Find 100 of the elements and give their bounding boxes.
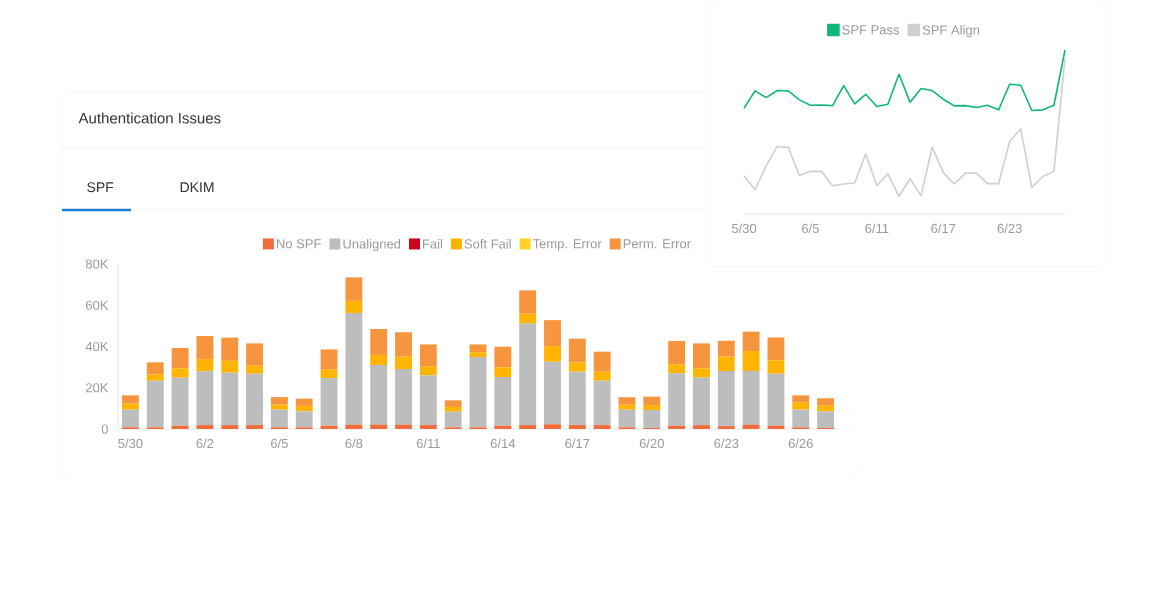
- bar: [643, 396, 661, 406]
- bar: [494, 367, 512, 378]
- bar: [693, 377, 710, 426]
- x-tick-label: 6/11: [865, 223, 889, 234]
- x-tick-label: 5/30: [118, 438, 143, 449]
- y-tick-label: 0: [101, 424, 108, 434]
- bar: [121, 409, 139, 428]
- bar: [742, 351, 760, 372]
- bar: [171, 368, 189, 378]
- bar: [121, 395, 139, 404]
- bar: [817, 405, 835, 412]
- bar: [171, 347, 189, 369]
- bar: [742, 371, 760, 425]
- bar: [221, 425, 239, 429]
- bar: [345, 277, 363, 301]
- bar: [370, 424, 388, 429]
- bar: [246, 343, 263, 366]
- bar: [196, 371, 214, 426]
- legend-label: Temp. Error: [532, 239, 602, 251]
- bar: [246, 425, 263, 429]
- bar: [370, 365, 388, 425]
- x-tick-label: 6/20: [639, 438, 664, 449]
- bar: [618, 404, 636, 410]
- bar: [668, 364, 686, 374]
- bar: [519, 313, 537, 324]
- bar: [494, 377, 512, 426]
- bar: [395, 368, 412, 425]
- bar: [171, 377, 189, 426]
- legend-label: Fail: [423, 238, 443, 249]
- bar: [270, 397, 288, 405]
- legend-label: Soft Fail: [464, 238, 511, 249]
- bar: [643, 410, 661, 428]
- bar: [544, 361, 561, 425]
- bar: [295, 411, 313, 428]
- text: SPF: [87, 182, 114, 193]
- bar: [221, 372, 239, 426]
- bar: [345, 300, 363, 314]
- y-tick-label: 40K: [85, 341, 109, 352]
- bar: [469, 357, 487, 428]
- legend-label: Perm. Error: [623, 239, 691, 249]
- bar: [345, 313, 363, 425]
- x-tick-label: 6/26: [788, 438, 813, 449]
- bar: [295, 405, 313, 412]
- bar: [395, 332, 412, 357]
- bar: [668, 340, 686, 365]
- x-tick-label: 6/5: [271, 438, 288, 449]
- y-tick-label: 60K: [86, 300, 109, 310]
- bar: [419, 375, 437, 426]
- bar: [146, 380, 164, 428]
- bar: [395, 356, 412, 369]
- bar: [370, 328, 388, 355]
- chart-title: Authentication Issues: [78, 112, 221, 124]
- bar: [544, 320, 561, 347]
- bar: [121, 403, 139, 410]
- bar: [320, 378, 338, 426]
- bar: [519, 425, 537, 429]
- bar: [817, 398, 835, 406]
- text: DKIM: [180, 182, 214, 192]
- bar: [270, 409, 288, 428]
- bar: [568, 425, 586, 429]
- bar: [693, 343, 710, 369]
- bar: [742, 424, 760, 429]
- bar: [444, 406, 462, 412]
- bar: [146, 362, 164, 375]
- bar: [469, 344, 487, 353]
- bar: [246, 365, 263, 374]
- y-tick-label: 20K: [86, 383, 109, 393]
- bar: [320, 369, 338, 379]
- bar: [767, 373, 785, 426]
- bar: [519, 290, 537, 314]
- bar: [544, 424, 561, 429]
- bar: [444, 400, 462, 407]
- y-tick-label: 80K: [85, 259, 109, 269]
- bar: [544, 346, 561, 362]
- x-tick-label: 6/17: [565, 438, 590, 449]
- bar: [717, 426, 735, 429]
- x-tick-label: 6/17: [931, 223, 956, 234]
- bar: [196, 359, 214, 372]
- bar: [419, 366, 437, 376]
- bar: [345, 424, 363, 429]
- bar: [792, 402, 810, 410]
- x-tick-label: 6/8: [345, 438, 363, 449]
- x-tick-label: 6/14: [490, 438, 516, 449]
- bar: [668, 373, 686, 426]
- bar: [270, 404, 288, 410]
- bar: [469, 352, 487, 358]
- bar: [370, 354, 388, 366]
- bar: [693, 425, 710, 429]
- bar: [196, 335, 214, 360]
- x-tick-label: 6/2: [196, 438, 214, 449]
- bar: [568, 371, 586, 426]
- x-tick-label: 6/11: [416, 438, 440, 449]
- bar: [643, 405, 661, 411]
- bar: [171, 425, 189, 429]
- bar: [419, 344, 437, 367]
- bar: [494, 425, 512, 429]
- bar: [320, 349, 338, 370]
- bar: [196, 425, 214, 429]
- bar: [221, 360, 239, 373]
- bar: [742, 331, 760, 352]
